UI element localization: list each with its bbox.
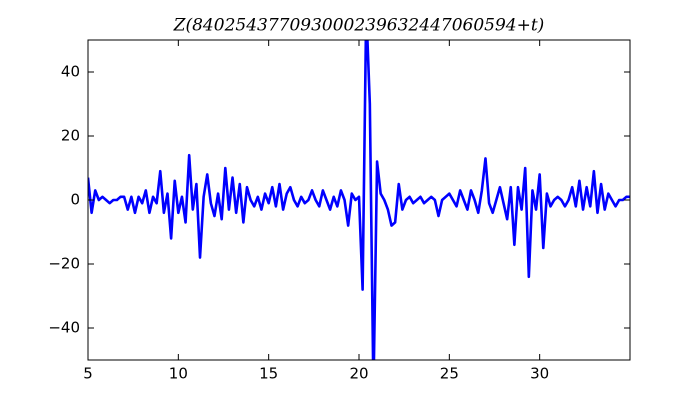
x-tick-label: 20 bbox=[349, 365, 368, 383]
chart-title: Z(840254377093000239632447060594+t) bbox=[173, 16, 545, 36]
x-tick-label: 25 bbox=[440, 365, 459, 383]
y-tick-label: 20 bbox=[61, 127, 80, 145]
x-tick-label: 10 bbox=[169, 365, 188, 383]
y-tick-label: 0 bbox=[70, 191, 80, 209]
x-tick-label: 15 bbox=[259, 365, 278, 383]
x-tick-label: 5 bbox=[83, 365, 93, 383]
y-tick-label: −40 bbox=[48, 319, 80, 337]
y-tick-label: 40 bbox=[61, 63, 80, 81]
x-tick-label: 30 bbox=[530, 365, 549, 383]
data-line bbox=[88, 40, 630, 360]
y-tick-label: −20 bbox=[48, 255, 80, 273]
